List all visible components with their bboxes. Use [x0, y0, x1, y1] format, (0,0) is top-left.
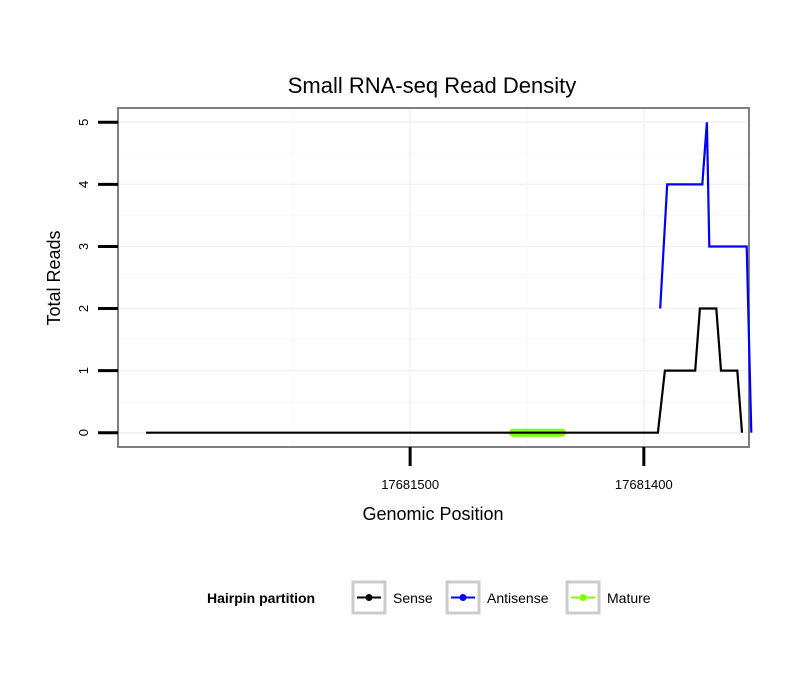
legend-key-dot-mature: [579, 594, 587, 601]
x-tick-label-0: 17681500: [381, 477, 439, 492]
legend-key-dot-sense: [365, 594, 373, 601]
x-axis-title: Genomic Position: [362, 504, 503, 524]
y-tick-label-3: 3: [76, 243, 91, 250]
plot-border: [117, 107, 750, 448]
legend: Hairpin partition Sense Antisense Mature: [207, 580, 651, 615]
chart-title: Small RNA-seq Read Density: [288, 73, 577, 98]
legend-key-dot-antisense: [459, 594, 467, 601]
y-tick-label-0: 0: [76, 429, 91, 436]
y-tick-label-4: 4: [76, 181, 91, 188]
y-axis-title: Total Reads: [44, 230, 64, 325]
y-tick-label-2: 2: [76, 305, 91, 312]
series-line-antisense: [659, 122, 753, 433]
x-tick-label-1: 17681400: [615, 477, 673, 492]
legend-label-mature: Mature: [607, 590, 651, 606]
series-layer: [146, 122, 753, 437]
gridlines: [118, 108, 749, 447]
series-line-sense: [146, 307, 744, 434]
legend-title: Hairpin partition: [207, 590, 315, 606]
y-axis: 0 1 2 3 4 5: [76, 119, 118, 436]
legend-label-sense: Sense: [393, 590, 433, 606]
y-tick-label-5: 5: [76, 119, 91, 126]
y-tick-label-1: 1: [76, 367, 91, 374]
x-axis: 17681500 17681400: [381, 447, 673, 492]
legend-label-antisense: Antisense: [487, 590, 549, 606]
